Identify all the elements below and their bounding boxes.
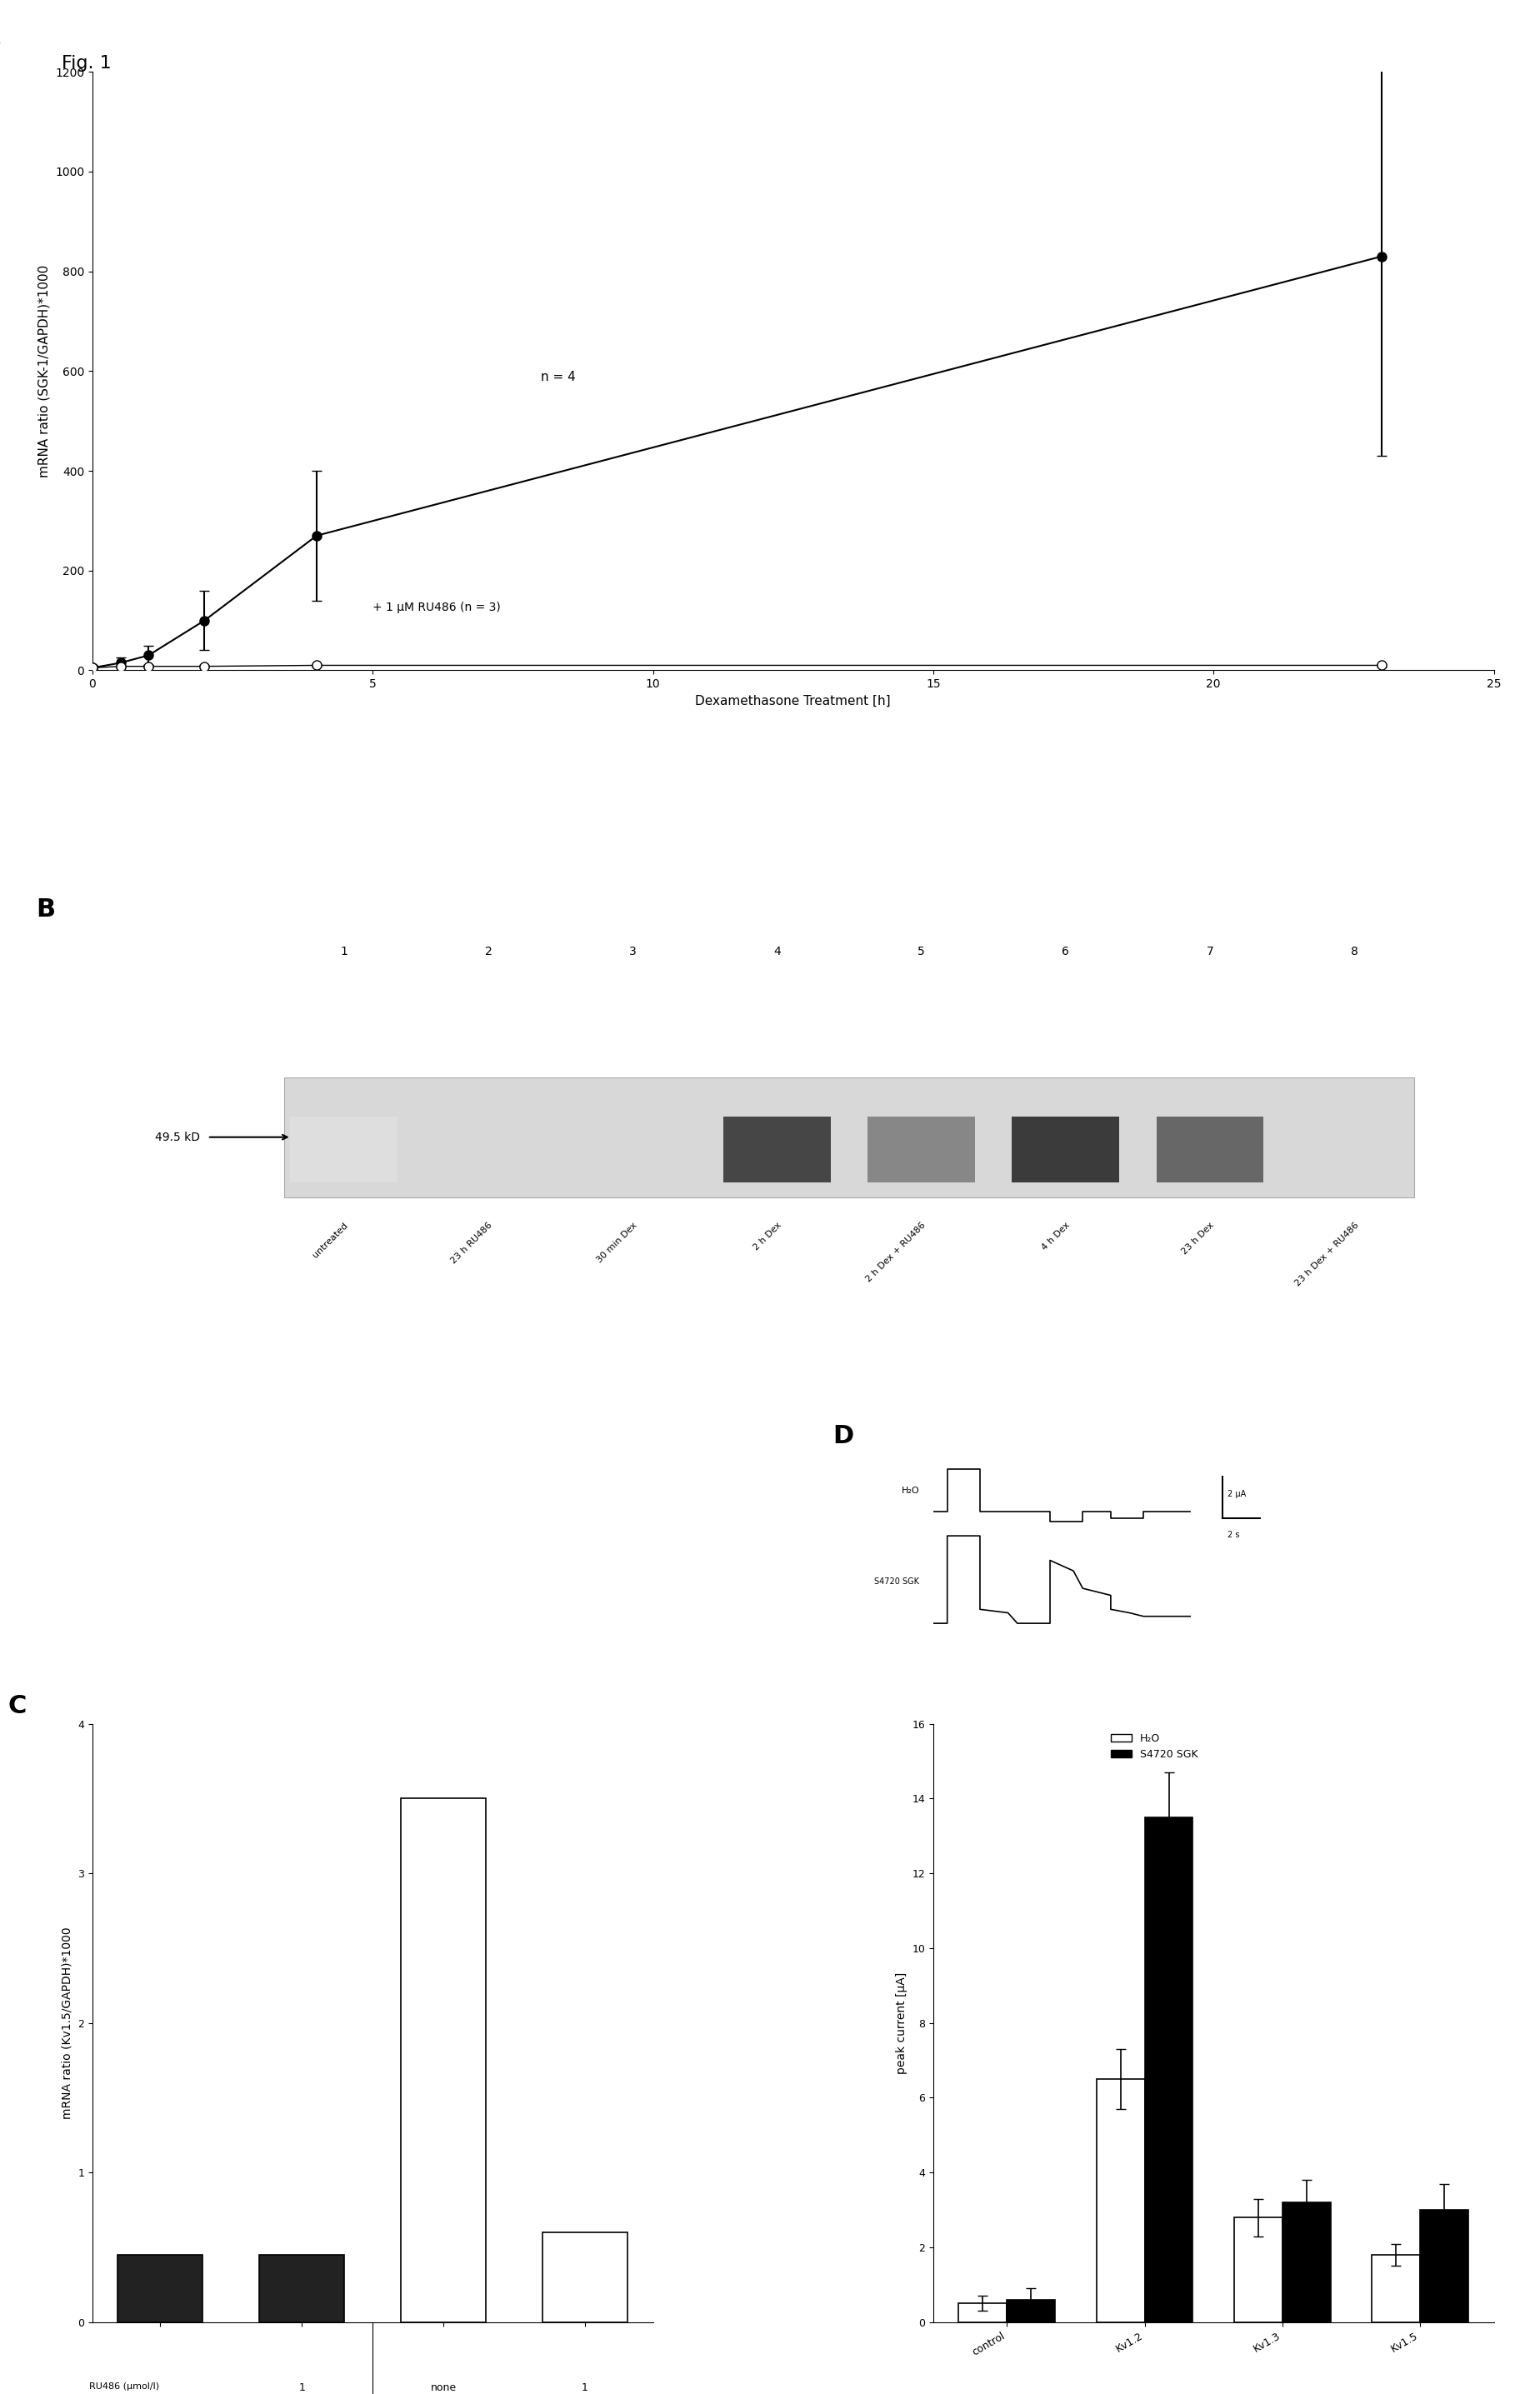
Bar	[1144, 1817, 1194, 2322]
Bar	[1234, 2217, 1283, 2322]
Text: D: D	[832, 1424, 853, 1448]
Bar	[1007, 2301, 1055, 2322]
Bar	[291, 1116, 397, 1183]
Bar	[1157, 1116, 1264, 1183]
Text: Fig. 1: Fig. 1	[62, 55, 111, 72]
Text: 2 h Dex + RU486: 2 h Dex + RU486	[864, 1221, 927, 1283]
Bar	[1283, 2202, 1331, 2322]
Text: 8: 8	[1351, 946, 1358, 958]
Text: 7: 7	[1206, 946, 1214, 958]
Text: RU486 (μmol/l): RU486 (μmol/l)	[89, 2382, 160, 2389]
Bar	[400, 1798, 487, 2322]
Legend: H₂O, S4720 SGK: H₂O, S4720 SGK	[1107, 1728, 1203, 1764]
Bar	[724, 1116, 830, 1183]
Text: 1: 1	[340, 946, 348, 958]
Text: none: none	[431, 2382, 456, 2394]
Bar	[867, 1116, 975, 1183]
Y-axis label: mRNA ratio (Kv1.5/GAPDH)*1000: mRNA ratio (Kv1.5/GAPDH)*1000	[62, 1927, 72, 2119]
Bar	[959, 2303, 1007, 2322]
Text: 49.5 kD: 49.5 kD	[156, 1132, 200, 1142]
Bar	[542, 2231, 627, 2322]
Y-axis label: peak current [μA]: peak current [μA]	[896, 1973, 907, 2073]
Text: n = 4: n = 4	[541, 371, 576, 383]
Text: 1: 1	[582, 2382, 588, 2394]
Text: 23 h Dex: 23 h Dex	[1181, 1221, 1217, 1257]
Text: C: C	[8, 1695, 28, 1719]
Text: 2: 2	[485, 946, 491, 958]
Bar	[285, 1077, 1414, 1197]
Text: 1: 1	[299, 2382, 305, 2394]
X-axis label: Dexamethasone Treatment [h]: Dexamethasone Treatment [h]	[696, 694, 890, 706]
Text: 5: 5	[918, 946, 926, 958]
Text: 4: 4	[773, 946, 781, 958]
Text: 23 h RU486: 23 h RU486	[450, 1221, 494, 1266]
Text: 6: 6	[1063, 946, 1069, 958]
Bar	[1096, 2078, 1144, 2322]
Text: + 1 μM RU486 (n = 3): + 1 μM RU486 (n = 3)	[373, 601, 501, 613]
Text: 4 h Dex: 4 h Dex	[1041, 1221, 1072, 1252]
Bar	[119, 2255, 203, 2322]
Text: 23 h Dex + RU486: 23 h Dex + RU486	[1294, 1221, 1360, 1288]
Bar	[1420, 2210, 1468, 2322]
Bar	[259, 2255, 345, 2322]
Bar	[1012, 1116, 1120, 1183]
Text: untreated: untreated	[311, 1221, 350, 1259]
Text: 3: 3	[628, 946, 636, 958]
Y-axis label: mRNA ratio (SGK-1/GAPDH)*1000: mRNA ratio (SGK-1/GAPDH)*1000	[39, 266, 51, 476]
Text: B: B	[37, 898, 55, 922]
Text: 2 h Dex: 2 h Dex	[752, 1221, 782, 1252]
Bar	[1372, 2255, 1420, 2322]
Text: 30 min Dex: 30 min Dex	[594, 1221, 639, 1264]
